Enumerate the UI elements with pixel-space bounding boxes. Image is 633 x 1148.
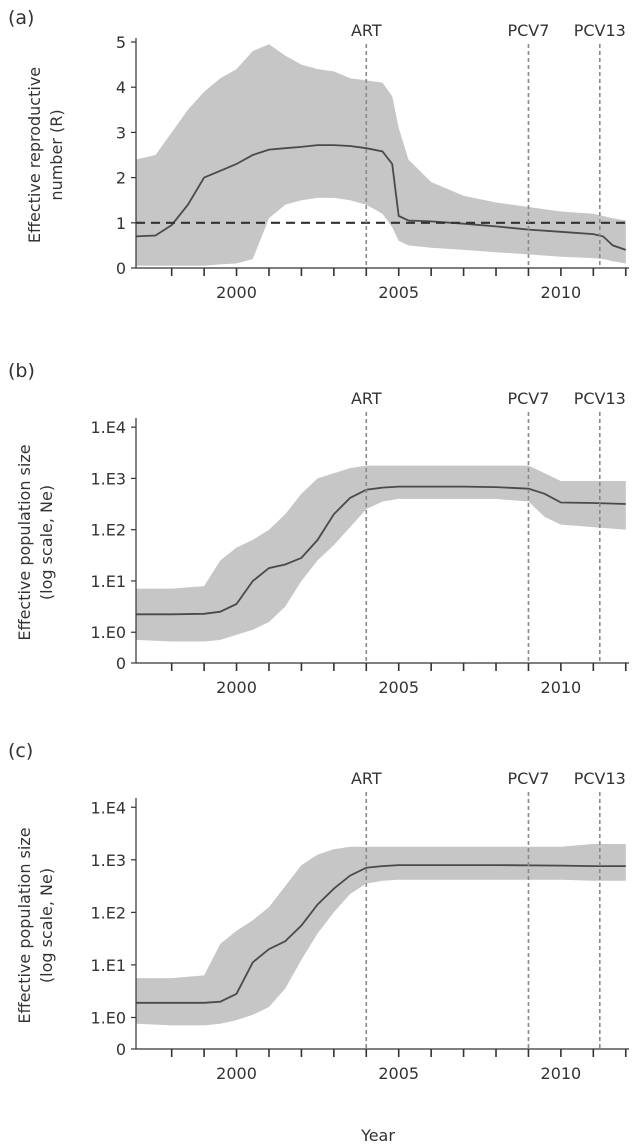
panel-b: ART PCV7 PCV13 0 1.E0 1.E1 1.E2 1.E3 1.E4 2000 200…: [8, 360, 629, 697]
y-tick-label: 1.E3: [90, 851, 126, 870]
y-tick-label: 1: [116, 214, 126, 233]
hpd-band: [136, 44, 626, 266]
hpd-band: [136, 465, 626, 642]
median-line: [135, 144, 627, 251]
median-line: [136, 485, 626, 616]
y-tick-label: 1.E0: [90, 623, 126, 642]
y-axis-title-line: Effective reproductive: [25, 67, 44, 243]
panel-c: ART PCV7 PCV13 0 1.E0 1.E1 1.E2 1.E3 1.E4 2000 200…: [8, 740, 629, 1083]
x-tick-label: 2005: [378, 283, 419, 302]
marker-label-pcv7: PCV7: [507, 769, 549, 788]
marker-label-art: ART: [351, 769, 382, 788]
y-axis-title-line: (log scale, Ne): [37, 485, 56, 600]
x-tick-label: 2000: [216, 1064, 257, 1083]
y-tick-label: 4: [116, 78, 126, 97]
y-tick-label: 0: [116, 1040, 126, 1059]
panel-letter: (b): [8, 360, 35, 382]
y-tick-label: 1.E2: [90, 903, 126, 922]
x-tick-label: 2010: [541, 678, 582, 697]
y-axis-title-line: Effective population size: [15, 444, 34, 640]
x-tick-label: 2000: [216, 283, 257, 302]
y-tick-label: 1.E1: [90, 956, 126, 975]
y-axis-title-line: (log scale, Ne): [37, 868, 56, 983]
marker-label-art: ART: [351, 21, 382, 40]
y-tick-label: 1.E4: [90, 418, 126, 437]
panel-a: ART PCV7 PCV13 0 1 2 3 4 5 2000 2005 2010 (a) Effecti…: [8, 7, 629, 302]
y-tick-label: 0: [116, 654, 126, 673]
marker-label-art: ART: [351, 389, 382, 408]
y-axis-title: Effective population size (log scale, Ne): [15, 444, 56, 640]
hpd-band: [136, 844, 626, 1026]
y-tick-label: 2: [116, 169, 126, 188]
y-tick-label: 3: [116, 123, 126, 142]
median-line: [136, 864, 626, 1004]
y-axis-title: Effective reproductive number (R): [25, 67, 66, 243]
x-tick-label: 2005: [378, 1064, 419, 1083]
marker-label-pcv7: PCV7: [507, 21, 549, 40]
y-axis-title-line: number (R): [47, 109, 66, 200]
x-tick-label: 2000: [216, 678, 257, 697]
x-axis-title: Year: [360, 1126, 395, 1145]
y-tick-label: 1.E0: [90, 1008, 126, 1027]
y-tick-label: 1.E2: [90, 521, 126, 540]
y-tick-label: 5: [116, 33, 126, 52]
y-tick-label: 0: [116, 259, 126, 278]
y-axis-title-line: Effective population size: [15, 827, 34, 1023]
marker-label-pcv7: PCV7: [507, 389, 549, 408]
x-tick-label: 2010: [541, 283, 582, 302]
y-tick-label: 1.E1: [90, 572, 126, 591]
marker-label-pcv13: PCV13: [574, 21, 626, 40]
panel-letter: (c): [8, 740, 33, 762]
y-tick-label: 1.E4: [90, 798, 126, 817]
y-tick-label: 1.E3: [90, 469, 126, 488]
marker-label-pcv13: PCV13: [574, 389, 626, 408]
x-tick-label: 2005: [378, 678, 419, 697]
marker-label-pcv13: PCV13: [574, 769, 626, 788]
panel-letter: (a): [8, 7, 34, 29]
y-axis-title: Effective population size (log scale, Ne): [15, 827, 56, 1023]
x-tick-label: 2010: [541, 1064, 582, 1083]
